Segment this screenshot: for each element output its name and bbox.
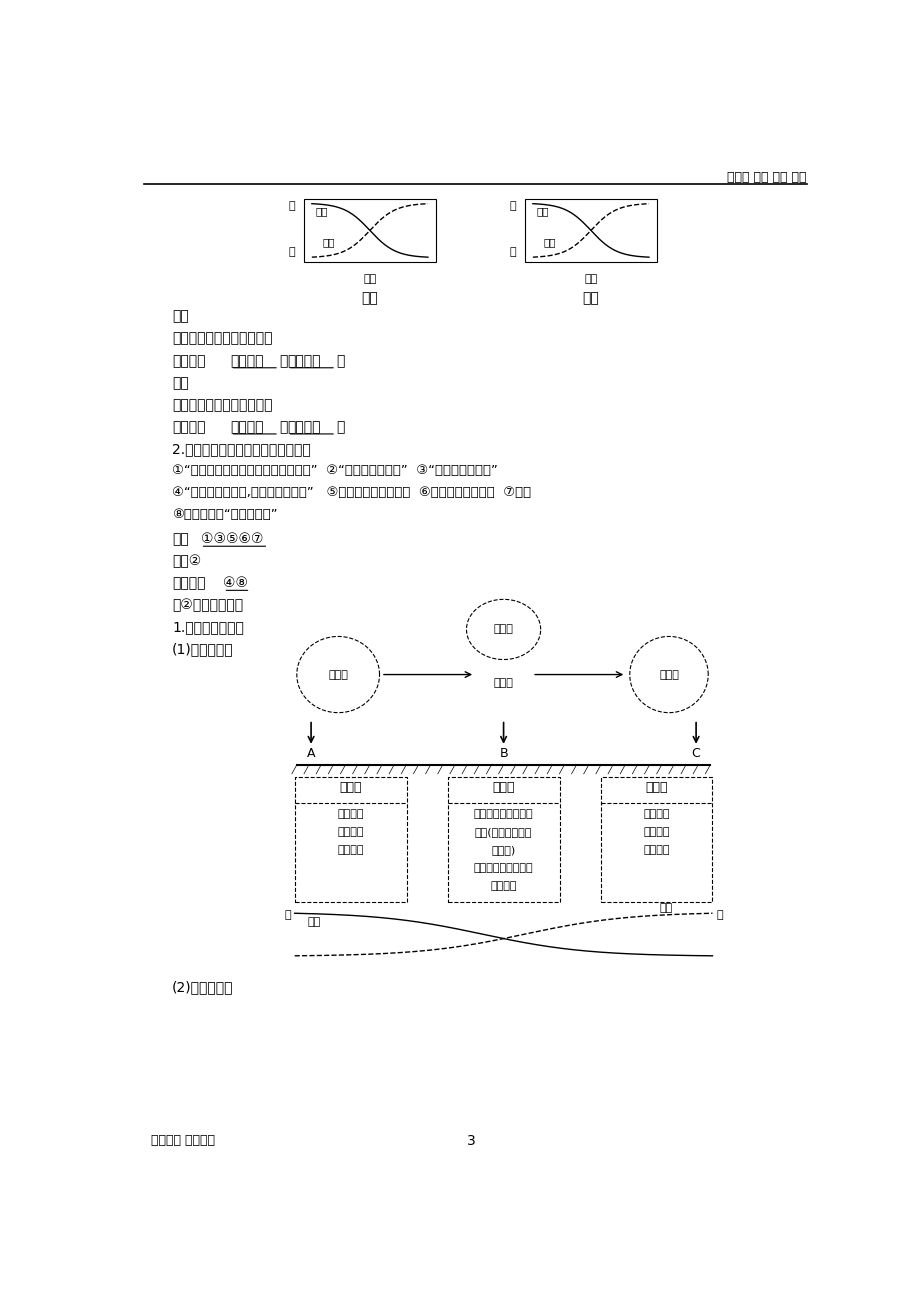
Text: 时间: 时间 — [363, 273, 376, 284]
Text: 气压: 气压 — [323, 237, 335, 247]
Text: 气温: 气温 — [658, 902, 672, 913]
Text: 。: 。 — [335, 354, 344, 367]
Text: 时间: 时间 — [584, 273, 597, 284]
Text: 冷锋: 冷锋 — [361, 292, 378, 306]
Text: C: C — [691, 747, 699, 760]
Text: 制作不易 推荐下载: 制作不易 推荐下载 — [151, 1134, 214, 1147]
Text: 过境前: 过境前 — [339, 781, 361, 794]
Text: 温: 温 — [284, 910, 290, 921]
Text: 雨区：集中在锋后、: 雨区：集中在锋后、 — [473, 863, 533, 874]
Text: 高: 高 — [509, 202, 516, 211]
Text: ，: ， — [278, 421, 287, 434]
Text: ④⑧: ④⑧ — [223, 577, 248, 590]
Text: 小中高 精品 教案 试卷: 小中高 精品 教案 试卷 — [726, 172, 806, 185]
Text: A: A — [307, 747, 315, 760]
Text: 降温(降水强度大、: 降温(降水强度大、 — [474, 827, 532, 837]
Text: 范围狭窄: 范围狭窄 — [490, 881, 516, 891]
Text: 天气转晴: 天气转晴 — [642, 845, 669, 855]
Text: 气温: 气温 — [315, 206, 327, 216]
Text: 冷气团: 冷气团 — [494, 677, 513, 687]
Text: 暖锋: 暖锋 — [582, 292, 598, 306]
Text: 气压: 气压 — [536, 206, 549, 216]
Text: 气压升高: 气压升高 — [642, 827, 669, 837]
Text: ①③⑤⑥⑦: ①③⑤⑥⑦ — [200, 533, 263, 547]
Text: ⑧贵阳冬半年“天无三日晴”: ⑧贵阳冬半年“天无三日晴” — [172, 508, 278, 521]
Text: 2.对以下现象的天气系统进行归类。: 2.对以下现象的天气系统进行归类。 — [172, 441, 311, 456]
Text: 暖气团: 暖气团 — [328, 669, 347, 680]
Text: 过境时: 过境时 — [492, 781, 515, 794]
Text: 过境后: 过境后 — [644, 781, 667, 794]
Text: 准静止锋: 准静止锋 — [172, 577, 205, 590]
Text: 低: 低 — [509, 247, 516, 258]
Text: 气温: 气温 — [543, 237, 555, 247]
Text: 过境前：气温高，气压低。: 过境前：气温高，气压低。 — [172, 332, 272, 346]
Text: 气温升高: 气温升高 — [231, 421, 264, 434]
Text: B: B — [499, 747, 507, 760]
Text: 暖气团: 暖气团 — [494, 625, 513, 634]
Text: 阴天、下雨、刮风、: 阴天、下雨、刮风、 — [473, 809, 533, 819]
Text: 气压: 气压 — [307, 918, 321, 927]
Text: 。: 。 — [335, 421, 344, 434]
Text: 过境前：气温低，气压高。: 过境前：气温低，气压高。 — [172, 398, 272, 411]
Text: ①“忽如一夜春风来，千树万树梨花开”  ②“一场春雨一场暖”  ③“一场秋雨一场寒”: ①“忽如一夜春风来，千树万树梨花开” ②“一场春雨一场暖” ③“一场秋雨一场寒” — [172, 464, 497, 477]
Text: 3: 3 — [467, 1134, 475, 1148]
Text: 第②步：名师精讲: 第②步：名师精讲 — [172, 599, 243, 612]
Text: 冷气团: 冷气团 — [658, 669, 678, 680]
Text: 高: 高 — [289, 202, 295, 211]
Text: (2)暖锋与天气: (2)暖锋与天气 — [172, 980, 233, 995]
Text: 过境后：: 过境后： — [172, 421, 205, 434]
Text: 过境后：: 过境后： — [172, 354, 205, 367]
Text: 气温降低: 气温降低 — [642, 809, 669, 819]
Text: 历时短): 历时短) — [491, 845, 516, 855]
Text: 暖锋②: 暖锋② — [172, 555, 201, 568]
Text: 气温降低: 气温降低 — [231, 354, 264, 367]
Text: 天气晴朗: 天气晴朗 — [337, 845, 364, 855]
Text: 压: 压 — [715, 910, 722, 921]
Text: 冷锋: 冷锋 — [172, 533, 188, 547]
Text: 气温较高: 气温较高 — [337, 809, 364, 819]
Text: 气压升高: 气压升高 — [288, 354, 321, 367]
Text: 暖锋: 暖锋 — [172, 376, 188, 389]
Text: 气压降低: 气压降低 — [288, 421, 321, 434]
Text: (1)冷锋与天气: (1)冷锋与天气 — [172, 642, 233, 656]
Text: ④“黄梅时节家家雨,青草池塘处处蛙”   ⑤我国北方夏季的暴雨  ⑥冬春季节的沙尘暴  ⑦寒潮: ④“黄梅时节家家雨,青草池塘处处蛙” ⑤我国北方夏季的暴雨 ⑥冬春季节的沙尘暴 … — [172, 486, 530, 499]
Bar — [525, 199, 656, 262]
Text: 1.图解锋面与天气: 1.图解锋面与天气 — [172, 621, 244, 634]
Bar — [303, 199, 436, 262]
Text: 冷锋: 冷锋 — [172, 310, 188, 324]
Text: ，: ， — [278, 354, 287, 367]
Text: 气压较低: 气压较低 — [337, 827, 364, 837]
Text: 低: 低 — [289, 247, 295, 258]
